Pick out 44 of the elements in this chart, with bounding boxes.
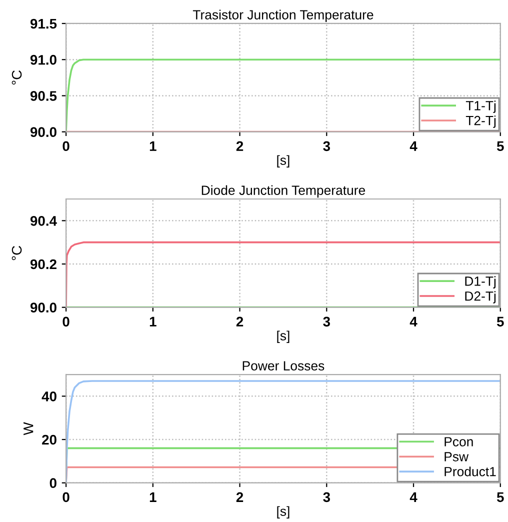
y-tick-label: 90.0 xyxy=(30,302,56,313)
legend-label: Product1 xyxy=(444,466,496,476)
chart-title: Diode Junction Temperature xyxy=(202,185,366,198)
y-tick-label: 90.0 xyxy=(30,127,56,137)
legend-label: Psw xyxy=(444,452,469,462)
y-tick-label: 90.4 xyxy=(30,216,57,226)
legend-label: T2-Tj xyxy=(466,116,496,128)
legend-label: Pcon xyxy=(444,437,473,446)
y-axis-title: W xyxy=(24,422,34,436)
x-tick-label: 2 xyxy=(236,141,244,151)
x-tick-label: 5 xyxy=(496,141,504,152)
y-axis-title: °C xyxy=(12,246,22,260)
x-axis-title: [s] xyxy=(277,506,290,519)
y-tick-label: 40 xyxy=(42,392,56,402)
x-tick-label: 0 xyxy=(62,492,70,502)
y-tick-label: 90.5 xyxy=(30,91,57,101)
x-tick-label: 1 xyxy=(150,492,156,502)
x-tick-label: 1 xyxy=(150,316,156,326)
y-tick-label: 0 xyxy=(50,478,56,488)
chart-title: Power Losses xyxy=(242,361,324,370)
y-tick-label: 91.0 xyxy=(30,54,56,65)
y-tick-label: 90.2 xyxy=(30,259,56,270)
x-axis-title: [s] xyxy=(277,330,290,344)
x-tick-label: 5 xyxy=(496,316,504,327)
legend-label: D1-Tj xyxy=(465,276,496,288)
x-tick-label: 0 xyxy=(62,141,70,152)
x-tick-label: 4 xyxy=(410,141,418,151)
x-tick-label: 0 xyxy=(62,316,70,327)
legend-label: D2-Tj xyxy=(465,291,496,304)
y-axis-title: °C xyxy=(12,70,22,85)
x-tick-label: 4 xyxy=(410,492,418,502)
y-tick-label: 20 xyxy=(42,434,56,445)
y-tick-label: 91.5 xyxy=(30,18,57,29)
x-tick-label: 2 xyxy=(236,316,244,326)
x-tick-label: 3 xyxy=(323,141,330,152)
x-tick-label: 5 xyxy=(496,492,504,502)
x-tick-label: 1 xyxy=(150,141,156,151)
x-tick-label: 3 xyxy=(323,492,330,502)
x-tick-label: 4 xyxy=(410,316,418,326)
chart-title: Trasistor Junction Temperature xyxy=(192,10,374,22)
legend-label: T1-Tj xyxy=(466,100,496,113)
x-tick-label: 2 xyxy=(236,492,244,502)
x-tick-label: 3 xyxy=(323,316,330,327)
x-axis-title: [s] xyxy=(277,155,290,168)
